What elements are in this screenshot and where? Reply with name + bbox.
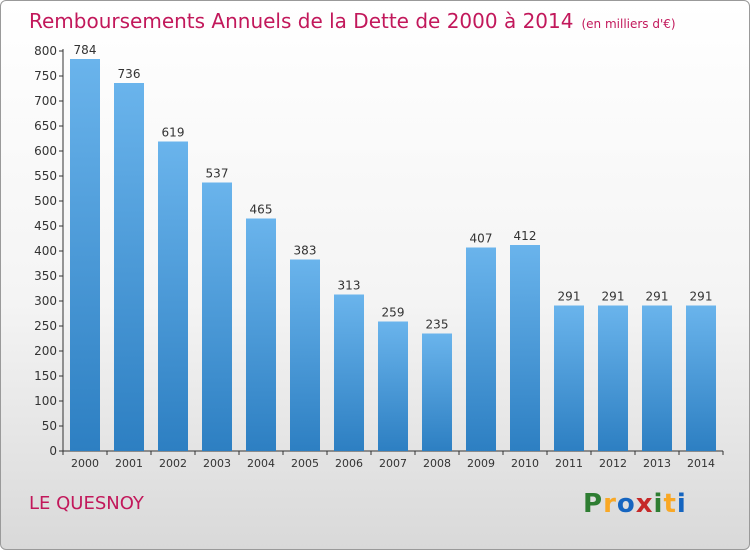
logo-letter: i — [653, 489, 664, 519]
y-tick-label: 250 — [34, 319, 57, 333]
bar — [158, 141, 188, 451]
logo-letter: P — [583, 489, 604, 519]
bar — [642, 305, 672, 451]
y-tick-label: 750 — [34, 69, 57, 83]
bar-value-label: 537 — [206, 167, 229, 181]
bar-value-label: 412 — [514, 229, 537, 243]
bar — [466, 247, 496, 451]
bar-value-label: 259 — [382, 306, 405, 320]
bar-value-label: 291 — [602, 290, 625, 304]
x-tick-label: 2005 — [291, 457, 319, 470]
x-tick-label: 2003 — [203, 457, 231, 470]
chart-unit: (en milliers d'€) — [581, 17, 676, 31]
x-tick-label: 2011 — [555, 457, 583, 470]
y-tick-label: 300 — [34, 294, 57, 308]
x-tick-label: 2010 — [511, 457, 539, 470]
y-tick-label: 350 — [34, 269, 57, 283]
x-tick-label: 2014 — [687, 457, 715, 470]
bar — [422, 333, 452, 451]
bar-value-label: 291 — [646, 290, 669, 304]
bar — [70, 59, 100, 451]
x-tick-label: 2000 — [71, 457, 99, 470]
bar — [686, 305, 716, 451]
proxiti-logo: Proxiti — [583, 489, 687, 519]
bar-value-label: 235 — [426, 318, 449, 332]
y-tick-label: 0 — [49, 444, 57, 458]
chart-title-text: Remboursements Annuels de la Dette de 20… — [29, 9, 574, 33]
bar — [554, 305, 584, 451]
bar — [510, 245, 540, 451]
x-tick-label: 2004 — [247, 457, 275, 470]
bar — [334, 294, 364, 451]
bar-value-label: 784 — [74, 43, 97, 57]
x-tick-label: 2006 — [335, 457, 363, 470]
bar-value-label: 407 — [470, 232, 493, 246]
y-tick-label: 200 — [34, 344, 57, 358]
bar-value-label: 465 — [250, 203, 273, 217]
logo-letter: r — [603, 489, 617, 519]
x-tick-label: 2008 — [423, 457, 451, 470]
logo-letter: o — [616, 489, 636, 519]
bar-value-label: 619 — [162, 126, 185, 140]
x-tick-label: 2013 — [643, 457, 671, 470]
bar — [114, 83, 144, 451]
y-tick-label: 550 — [34, 169, 57, 183]
logo-letter: x — [635, 489, 654, 519]
logo-letter: i — [676, 489, 687, 519]
city-name: LE QUESNOY — [29, 493, 144, 514]
bar — [290, 259, 320, 451]
y-tick-label: 150 — [34, 369, 57, 383]
bar-value-label: 313 — [338, 279, 361, 293]
bar-value-label: 291 — [558, 290, 581, 304]
x-tick-label: 2001 — [115, 457, 143, 470]
y-tick-label: 500 — [34, 194, 57, 208]
y-tick-label: 800 — [34, 44, 57, 58]
bar-value-label: 291 — [690, 290, 713, 304]
y-tick-label: 450 — [34, 219, 57, 233]
x-tick-label: 2009 — [467, 457, 495, 470]
x-tick-label: 2012 — [599, 457, 627, 470]
y-tick-label: 700 — [34, 94, 57, 108]
bar — [202, 182, 232, 451]
y-tick-label: 650 — [34, 119, 57, 133]
logo-letter: t — [663, 489, 677, 519]
bar-value-label: 736 — [118, 67, 141, 81]
bar — [598, 305, 628, 451]
chart-title: Remboursements Annuels de la Dette de 20… — [29, 9, 676, 33]
bar — [246, 218, 276, 451]
y-tick-label: 100 — [34, 394, 57, 408]
x-tick-label: 2007 — [379, 457, 407, 470]
bar-value-label: 383 — [294, 244, 317, 258]
y-tick-label: 600 — [34, 144, 57, 158]
bar — [378, 321, 408, 451]
x-tick-label: 2002 — [159, 457, 187, 470]
y-tick-label: 50 — [42, 419, 57, 433]
y-tick-label: 400 — [34, 244, 57, 258]
